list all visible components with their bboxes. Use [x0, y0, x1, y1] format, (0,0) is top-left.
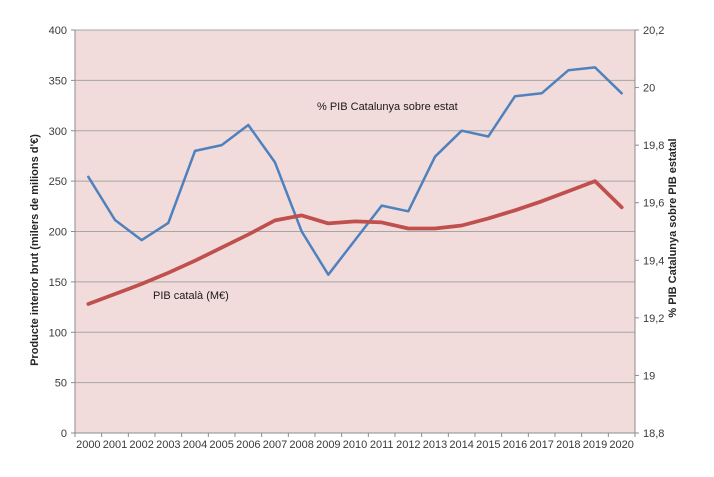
left-axis-tick-label: 200 [49, 227, 67, 239]
x-axis-year-label: 2009 [316, 439, 340, 451]
left-axis-tick-label: 300 [49, 126, 67, 138]
x-axis-year-label: 2001 [103, 439, 127, 451]
x-axis-year-label: 2007 [263, 439, 287, 451]
left-axis-tick-label: 150 [49, 277, 67, 289]
right-axis-tick-label: 20 [643, 83, 655, 95]
right-axis-tick-label: 18,8 [643, 428, 664, 440]
x-axis-year-label: 2016 [503, 439, 527, 451]
x-axis-year-label: 2004 [183, 439, 207, 451]
x-axis-year-label: 2008 [289, 439, 313, 451]
x-axis-year-label: 2017 [529, 439, 553, 451]
x-axis-year-label: 2013 [423, 439, 447, 451]
x-axis-year-label: 2000 [76, 439, 100, 451]
right-axis-tick-label: 20,2 [643, 25, 664, 37]
pib-percent-share-line [87, 66, 623, 276]
left-axis-tick-label: 400 [49, 25, 67, 37]
x-axis-year-label: 2020 [609, 439, 633, 451]
x-axis-year-label: 2015 [476, 439, 500, 451]
x-axis-year-label: 2014 [449, 439, 473, 451]
right-axis-tick-label: 19,6 [643, 198, 664, 210]
x-axis-year-label: 2019 [583, 439, 607, 451]
left-axis-tick-label: 100 [49, 327, 67, 339]
left-axis-title: Producte interior brut (milers de milion… [29, 134, 41, 366]
left-axis-tick-label: 250 [49, 176, 67, 188]
left-axis-tick-label: 50 [55, 378, 67, 390]
series-label-pib-catala: PIB català (M€) [153, 290, 229, 302]
pib-catala-line [86, 179, 624, 306]
x-axis-year-label: 2002 [129, 439, 153, 451]
x-axis-year-label: 2018 [556, 439, 580, 451]
right-axis-tick-label: 19,4 [643, 255, 664, 267]
x-axis-year-label: 2011 [370, 439, 394, 451]
right-axis-tick-label: 19,8 [643, 140, 664, 152]
right-axis-title: % PIB Catalunya sobre PIB estatal [667, 138, 679, 317]
series-label-percent-share: % PIB Catalunya sobre estat [317, 101, 458, 113]
left-axis-tick-label: 350 [49, 75, 67, 87]
right-axis-tick-label: 19,2 [643, 313, 664, 325]
right-axis-tick-label: 19 [643, 370, 655, 382]
left-axis-tick-label: 0 [61, 428, 67, 440]
x-axis-year-label: 2006 [236, 439, 260, 451]
x-axis-year-label: 2012 [396, 439, 420, 451]
x-axis-year-label: 2010 [343, 439, 367, 451]
x-axis-year-label: 2003 [156, 439, 180, 451]
x-axis-year-label: 2005 [209, 439, 233, 451]
